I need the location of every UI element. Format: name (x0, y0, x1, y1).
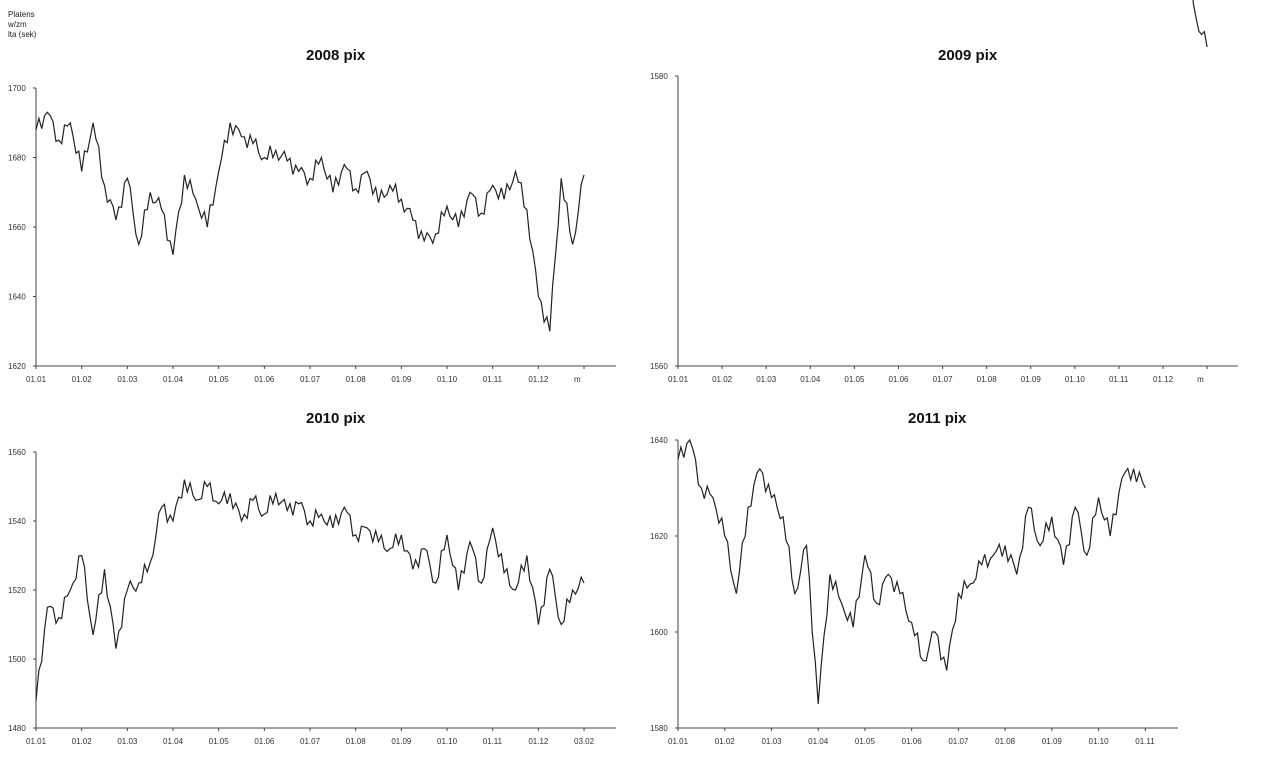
y-tick-label: 1540 (8, 517, 26, 526)
x-tick-label: 01.02 (72, 737, 93, 746)
x-tick-label: 01.04 (800, 375, 821, 384)
x-tick-label: 01.01 (26, 737, 47, 746)
x-tick-label: 01.02 (715, 737, 736, 746)
chart-panel-3: 2010 pix 1480 1500 1520 1540 1560 01.01 01.02 01… (8, 410, 616, 746)
y-unit-line-3: lta (sek) (8, 30, 37, 39)
series-line (1192, 0, 1208, 48)
x-tick-label: 01.11 (483, 375, 503, 384)
y-tick-label: 1620 (650, 532, 668, 541)
x-tick-label: 01.04 (163, 737, 184, 746)
x-tick-label: 01.07 (933, 375, 954, 384)
x-tick-label: 01.02 (712, 375, 733, 384)
y-tick-label: 1560 (650, 362, 668, 371)
x-tick-label: 01.10 (1065, 375, 1086, 384)
chart-title: 2008 pix (306, 47, 366, 64)
x-tick-label: 01.09 (391, 375, 412, 384)
series-line (35, 479, 585, 701)
x-tick-label: 01.07 (300, 375, 321, 384)
y-tick-label: 1580 (650, 72, 668, 81)
series-line (677, 438, 1146, 705)
x-tick-label: 01.08 (977, 375, 998, 384)
x-tick-label: 01.01 (668, 375, 689, 384)
x-tick-label: 01.03 (761, 737, 782, 746)
y-tick-label: 1520 (8, 586, 26, 595)
x-tick-label: 01.04 (808, 737, 829, 746)
x-tick-label: 01.11 (483, 737, 503, 746)
chart-title: 2011 pix (908, 410, 967, 427)
y-tick-label: 1580 (650, 724, 668, 733)
x-tick-label: m (1197, 375, 1204, 384)
series-line (35, 111, 585, 332)
x-tick-label: 01.02 (72, 375, 93, 384)
x-tick-label: 01.10 (1089, 737, 1110, 746)
x-tick-label: 01.10 (437, 375, 458, 384)
y-unit-label: Platens w/zm lta (sek) (8, 10, 36, 40)
x-tick-label: 01.05 (209, 737, 230, 746)
y-tick-label: 1640 (650, 436, 668, 445)
x-tick-label: 01.01 (26, 375, 47, 384)
x-tick-label: 01.05 (209, 375, 230, 384)
x-tick-label: 01.08 (995, 737, 1016, 746)
x-tick-label: 01.04 (163, 375, 184, 384)
x-tick-label: 01.01 (668, 737, 689, 746)
x-tick-label: 01.10 (437, 737, 458, 746)
x-tick-label: 01.09 (1021, 375, 1042, 384)
x-tick-label: 01.06 (888, 375, 909, 384)
y-unit-line-1: Platens (8, 10, 35, 19)
x-tick-label: 01.07 (300, 737, 321, 746)
y-tick-label: 1700 (8, 84, 26, 93)
y-tick-label: 1680 (8, 154, 26, 163)
x-tick-label: 01.05 (855, 737, 876, 746)
x-tick-label: m (574, 375, 581, 384)
x-tick-label: 01.09 (391, 737, 412, 746)
y-tick-label: 1480 (8, 724, 26, 733)
y-tick-label: 1640 (8, 293, 26, 302)
chart-title: 2010 pix (306, 410, 366, 427)
x-tick-label: 01.11 (1109, 375, 1129, 384)
x-tick-label: 01.06 (902, 737, 923, 746)
x-tick-label: 01.08 (346, 737, 367, 746)
x-tick-label: 01.08 (346, 375, 367, 384)
x-tick-label: 01.06 (254, 375, 275, 384)
y-tick-label: 1500 (8, 655, 26, 664)
x-tick-label: 01.11 (1135, 737, 1155, 746)
y-tick-label: 1600 (650, 628, 668, 637)
chart-panel-4: 2011 pix 1580 1600 1620 1640 01.01 01.02 01.03 0… (650, 410, 1178, 746)
x-tick-label: 01.03 (117, 737, 138, 746)
x-tick-label: 01.12 (528, 375, 549, 384)
x-tick-label: 01.09 (1042, 737, 1063, 746)
x-tick-label: 01.12 (1153, 375, 1174, 384)
x-tick-label: 01.03 (117, 375, 138, 384)
y-unit-line-2: w/zm (8, 20, 27, 29)
x-tick-label: 01.06 (254, 737, 275, 746)
x-tick-label: 01.07 (948, 737, 969, 746)
x-tick-label: 01.03 (756, 375, 777, 384)
y-tick-label: 1660 (8, 223, 26, 232)
y-tick-label: 1620 (8, 362, 26, 371)
x-tick-label: 01.05 (844, 375, 865, 384)
x-tick-label: 01.12 (528, 737, 549, 746)
chart-panel-2: 2009 pix 1560 1580 01.01 01.02 01.03 01.04 01.0… (650, 0, 1238, 384)
y-tick-label: 1560 (8, 448, 26, 457)
chart-panel-1: 2008 pix 1620 1640 1660 1680 1700 01.01 01.02 01… (8, 47, 616, 384)
chart-title: 2009 pix (938, 47, 998, 64)
x-tick-label: 03.02 (574, 737, 595, 746)
